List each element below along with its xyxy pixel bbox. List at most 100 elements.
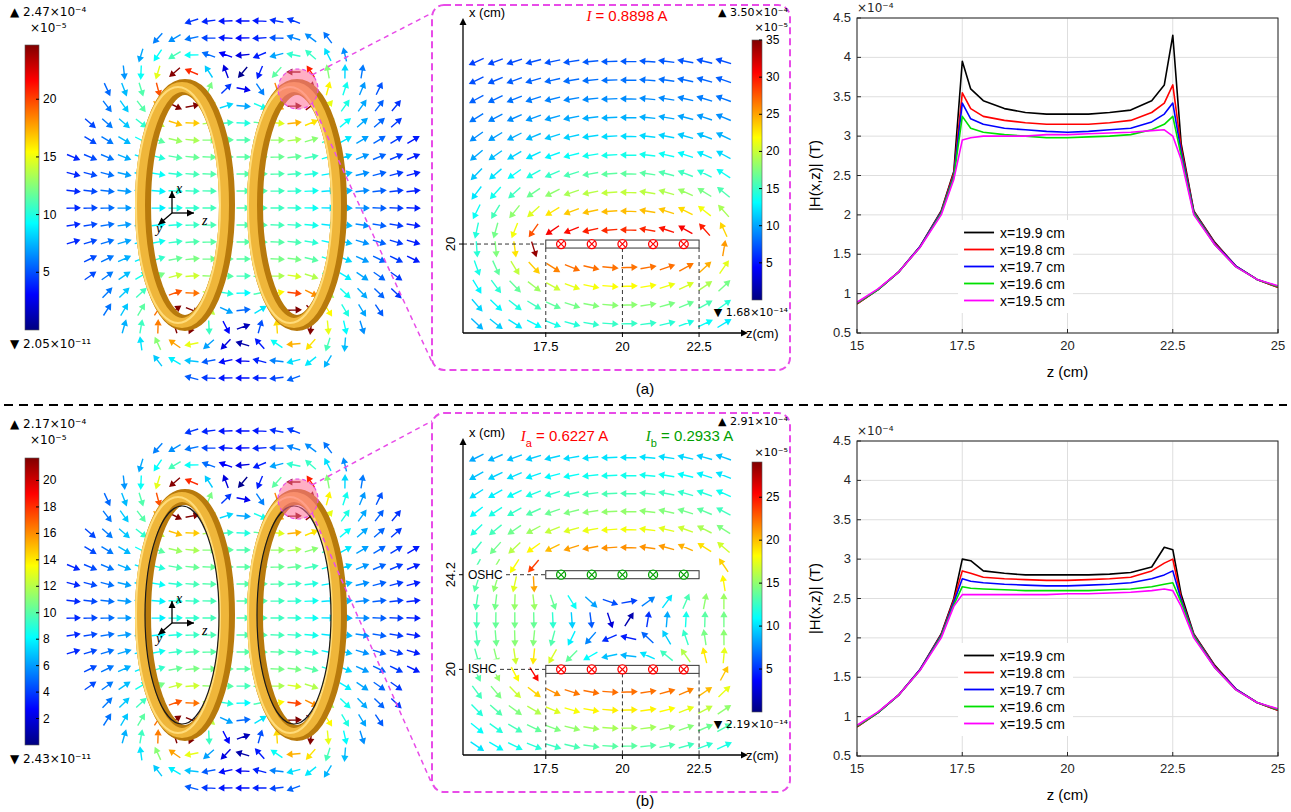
field-arrow: [660, 302, 674, 307]
coil-ring-rim: [136, 87, 220, 323]
field-arrow: [584, 322, 599, 327]
inset-z-guide: [622, 248, 623, 333]
field-arrow: [237, 734, 249, 739]
field-arrow: [186, 785, 199, 790]
field-arrow: [698, 152, 712, 159]
field-arrow: [508, 96, 522, 102]
field-arrow: [169, 206, 182, 211]
field-arrow: [169, 155, 182, 160]
field-arrow: [391, 547, 402, 554]
field-arrow: [407, 137, 418, 144]
y-tick-label: 1: [844, 709, 851, 724]
colorbar-scale: [752, 462, 762, 712]
field-arrow: [325, 459, 331, 471]
field-arrow: [138, 304, 145, 315]
coil-ring-inner: [257, 506, 331, 724]
colorbar-tick: [36, 612, 39, 613]
coil-ring-rim: [136, 497, 220, 733]
current-symbol-cross: [681, 666, 687, 672]
field-arrow: [508, 508, 521, 515]
field-arrow: [529, 262, 539, 273]
field-arrow: [288, 359, 301, 364]
field-arrow: [698, 133, 712, 139]
field-arrow: [152, 172, 165, 177]
field-arrow: [679, 455, 694, 460]
y-tick-label: 2: [844, 630, 851, 645]
field-arrow: [119, 698, 128, 707]
field-arrow: [512, 576, 517, 591]
field-arrow: [490, 525, 502, 535]
field-arrow: [360, 731, 365, 743]
field-arrow: [565, 744, 580, 749]
current-symbol: [587, 240, 596, 249]
field-arrow: [169, 649, 182, 654]
field-arrow: [237, 514, 250, 519]
field-arrow: [546, 134, 560, 140]
field-arrow: [549, 649, 556, 662]
field-arrow: [239, 477, 247, 487]
field-arrow: [237, 359, 250, 364]
field-arrow: [602, 284, 617, 289]
field-arrow: [119, 272, 130, 279]
axis-triad-label: y: [154, 221, 163, 236]
field-arrow: [698, 301, 711, 308]
field-arrow: [203, 155, 216, 160]
field-arrow: [258, 321, 263, 333]
field-arrow: [118, 239, 131, 244]
y-tick-label: 1.5: [833, 246, 851, 261]
field-arrow: [565, 209, 579, 215]
field-arrow: [547, 226, 559, 235]
field-arrow: [621, 744, 636, 749]
field-arrow: [491, 280, 500, 292]
field-arrow: [104, 493, 110, 505]
field-arrow: [152, 189, 165, 194]
field-arrow: [699, 189, 712, 197]
field-arrow: [169, 462, 180, 469]
field-arrow: [342, 338, 347, 351]
field-arrow: [699, 544, 712, 552]
field-arrow: [621, 228, 636, 233]
field-arrow: [271, 53, 284, 58]
field-arrow: [565, 116, 580, 121]
field-arrow: [583, 744, 598, 749]
field-arrow: [67, 239, 79, 244]
field-arrow: [237, 341, 249, 346]
field-arrow: [602, 690, 617, 695]
field-arrow: [565, 303, 579, 309]
field-arrow: [718, 543, 729, 553]
field-arrow: [203, 52, 215, 57]
field-arrow: [660, 491, 675, 496]
field-arrow: [722, 241, 727, 256]
field-arrow: [101, 256, 113, 262]
field-arrow: [101, 222, 114, 227]
field-arrow: [271, 274, 284, 279]
field-arrow: [390, 256, 402, 262]
field-arrow: [356, 666, 368, 672]
field-arrow: [679, 170, 693, 176]
field-arrow: [118, 189, 131, 194]
colorbar-tick-label: 5: [766, 662, 773, 676]
field-arrow: [305, 650, 318, 655]
current-label: Ia= 0.6227 A: [520, 427, 608, 449]
field-arrow: [118, 547, 129, 554]
inset-z-guide: [699, 673, 700, 755]
field-arrow: [155, 476, 160, 488]
field-arrow: [621, 134, 636, 139]
field-arrow: [373, 223, 386, 228]
field-arrow: [602, 303, 617, 308]
current-symbol: [649, 570, 658, 579]
field-arrow: [646, 612, 651, 627]
row-separator: [4, 404, 1287, 406]
field-arrow: [186, 683, 199, 688]
y-tick: [857, 519, 861, 520]
field-arrow: [390, 564, 402, 570]
field-arrow: [490, 724, 502, 733]
field-arrow: [254, 786, 267, 791]
field-arrow: [513, 241, 518, 256]
field-arrow: [407, 616, 420, 621]
field-arrow: [152, 206, 165, 211]
field-arrow: [343, 493, 348, 505]
field-arrow: [272, 340, 283, 347]
field-arrow: [103, 101, 111, 111]
field-arrow: [528, 687, 540, 696]
